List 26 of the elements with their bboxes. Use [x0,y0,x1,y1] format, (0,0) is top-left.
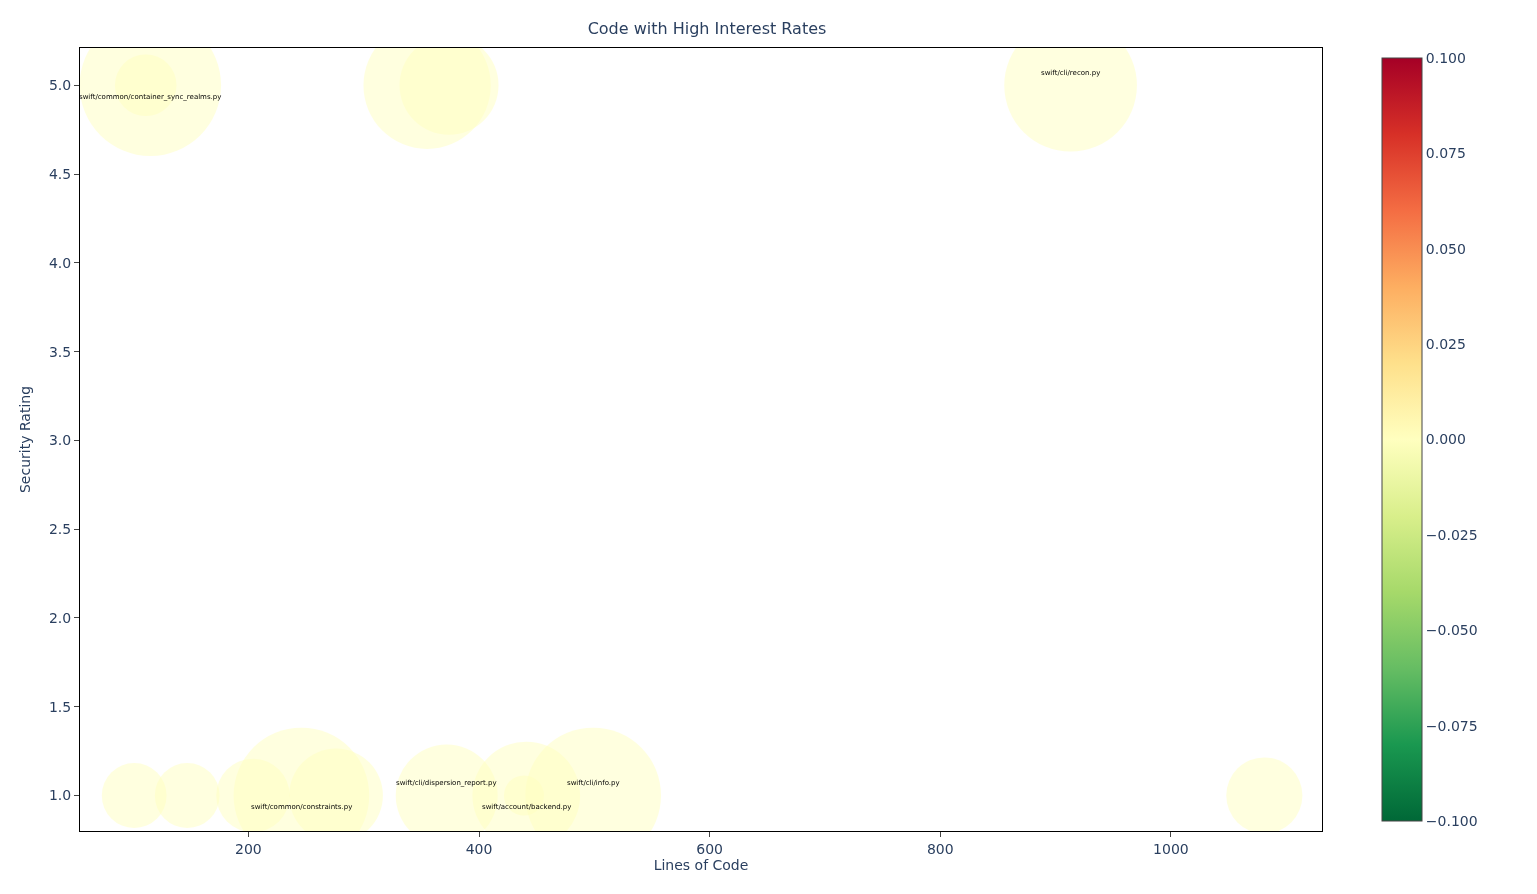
y-tick-label: 4.0 [48,254,72,271]
color-bar-label: −0.050 [1425,622,1478,639]
color-bar-label: 0.025 [1425,336,1466,353]
y-tick-label: 2.0 [48,609,72,626]
color-bar-label: −0.100 [1425,812,1478,829]
color-bar-label: 0.000 [1425,431,1466,448]
color-bar-label: 0.075 [1425,145,1466,162]
color-bar-label: −0.025 [1425,526,1478,543]
y-tick-label: 5.0 [48,77,72,94]
x-tick-label: 200 [235,840,262,857]
color-bar-label: 0.050 [1425,240,1466,257]
x-tick-label: 1000 [1153,840,1189,857]
chart-title: Code with High Interest Rates [587,18,827,38]
color-bar-label: −0.075 [1425,717,1478,734]
y-tick-label: 3.0 [48,432,72,449]
y-tick-label: 4.5 [48,165,72,182]
x-tick-label: 600 [696,840,724,857]
y-tick-label: 3.5 [48,343,72,360]
x-tick-label: 400 [465,840,493,857]
x-axis-title: Lines of Code [653,856,749,873]
y-tick-label: 1.5 [48,698,72,715]
y-axis-title: Security Rating [16,385,33,494]
color-bar-label: 0.100 [1425,49,1466,66]
x-tick-label: 800 [926,840,954,857]
y-tick-label: 2.5 [48,521,72,538]
y-tick-label: 1.0 [48,787,72,804]
